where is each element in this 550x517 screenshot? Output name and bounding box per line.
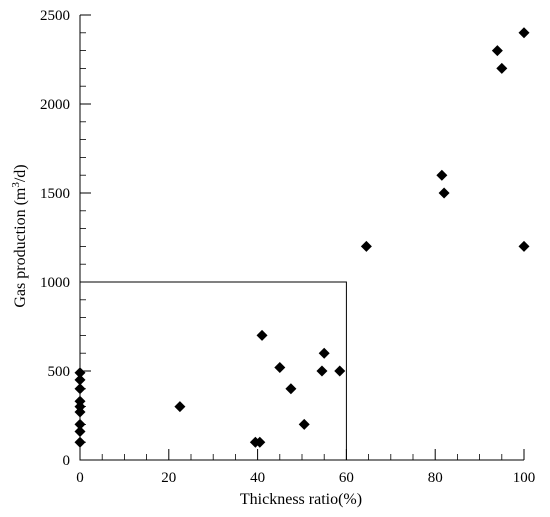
data-points xyxy=(74,27,530,448)
data-point xyxy=(334,365,346,377)
x-tick-label: 0 xyxy=(76,470,84,486)
data-point xyxy=(318,347,330,359)
data-point xyxy=(298,418,310,430)
major-ticks xyxy=(79,14,525,461)
y-axis-title-prefix: Gas production (m xyxy=(12,187,29,308)
data-point xyxy=(274,361,286,373)
minor-ticks xyxy=(80,32,503,460)
data-point xyxy=(436,169,448,181)
y-axis-title-suffix: /d) xyxy=(12,164,29,182)
x-tick-label: 60 xyxy=(339,470,354,486)
y-tick-label: 500 xyxy=(48,364,71,380)
x-tick-label: 100 xyxy=(513,470,536,486)
x-tick-label: 80 xyxy=(428,470,443,486)
data-point xyxy=(74,426,86,438)
data-point xyxy=(518,27,530,39)
data-point xyxy=(316,365,328,377)
data-point xyxy=(360,240,372,252)
x-axis-title: Thickness ratio(%) xyxy=(240,491,362,508)
data-point xyxy=(518,240,530,252)
y-tick-label: 1000 xyxy=(40,275,70,291)
data-point xyxy=(74,383,86,395)
data-point xyxy=(496,62,508,74)
data-point xyxy=(438,187,450,199)
data-point xyxy=(74,418,86,430)
y-tick-label: 2500 xyxy=(40,8,70,24)
data-point xyxy=(74,395,86,407)
data-point xyxy=(74,367,86,379)
y-tick-label: 0 xyxy=(63,453,71,469)
data-point xyxy=(74,436,86,448)
data-point xyxy=(174,401,186,413)
data-point xyxy=(256,329,268,341)
annotation-box xyxy=(79,281,347,461)
x-tick-label: 40 xyxy=(250,470,265,486)
y-tick-label: 2000 xyxy=(40,97,70,113)
data-point xyxy=(285,383,297,395)
y-axis-title: Gas production (m3/d) xyxy=(10,164,29,307)
data-point xyxy=(74,374,86,386)
y-tick-label: 1500 xyxy=(40,186,70,202)
x-tick-label: 20 xyxy=(161,470,176,486)
data-point xyxy=(254,436,266,448)
data-point xyxy=(491,45,503,57)
y-axis-title-superscript: 3 xyxy=(10,182,22,188)
